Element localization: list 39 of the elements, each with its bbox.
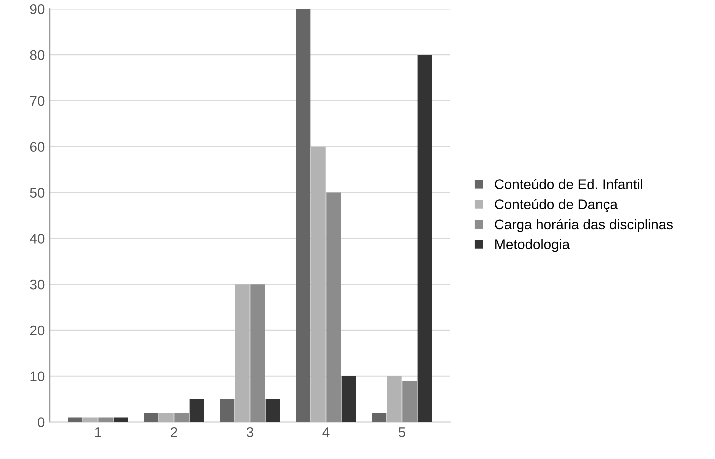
bar bbox=[68, 418, 83, 422]
bar bbox=[98, 418, 114, 422]
x-tick-label: 3 bbox=[246, 428, 254, 438]
bar bbox=[250, 284, 266, 422]
x-tick-label: 1 bbox=[95, 428, 102, 438]
y-tick-label: 0 bbox=[38, 418, 45, 428]
bar bbox=[296, 9, 311, 422]
bar bbox=[402, 380, 418, 422]
bar bbox=[387, 376, 402, 422]
bar bbox=[235, 284, 250, 422]
y-tick-label: 60 bbox=[30, 142, 45, 152]
bar bbox=[220, 399, 235, 422]
bar bbox=[326, 192, 342, 422]
bar bbox=[144, 413, 159, 422]
x-tick-label: 2 bbox=[171, 428, 178, 438]
bar bbox=[114, 418, 128, 422]
bar bbox=[190, 399, 204, 422]
legend-label: Metodologia bbox=[496, 239, 570, 252]
legend-label: Carga horária das disciplinas bbox=[495, 219, 674, 232]
y-tick-label: 80 bbox=[30, 50, 45, 60]
y-tick-label: 90 bbox=[30, 4, 45, 14]
y-tick-label: 40 bbox=[30, 234, 45, 244]
bar bbox=[266, 399, 280, 422]
y-tick-label: 10 bbox=[30, 372, 45, 382]
bar bbox=[311, 146, 326, 422]
bar bbox=[418, 55, 432, 422]
bar bbox=[159, 413, 174, 422]
y-tick-label: 30 bbox=[30, 280, 45, 290]
bar bbox=[372, 413, 387, 422]
x-tick-label: 5 bbox=[398, 428, 406, 438]
legend-label: Conteúdo de Dança bbox=[495, 199, 618, 212]
y-tick-label: 70 bbox=[30, 96, 45, 106]
bar bbox=[342, 376, 356, 422]
y-tick-label: 50 bbox=[30, 188, 45, 198]
bar bbox=[83, 418, 98, 422]
legend-label: Conteúdo de Ed. Infantil bbox=[495, 179, 643, 190]
bar bbox=[174, 413, 190, 422]
y-tick-label: 20 bbox=[30, 326, 45, 336]
x-tick-label: 4 bbox=[322, 428, 330, 438]
